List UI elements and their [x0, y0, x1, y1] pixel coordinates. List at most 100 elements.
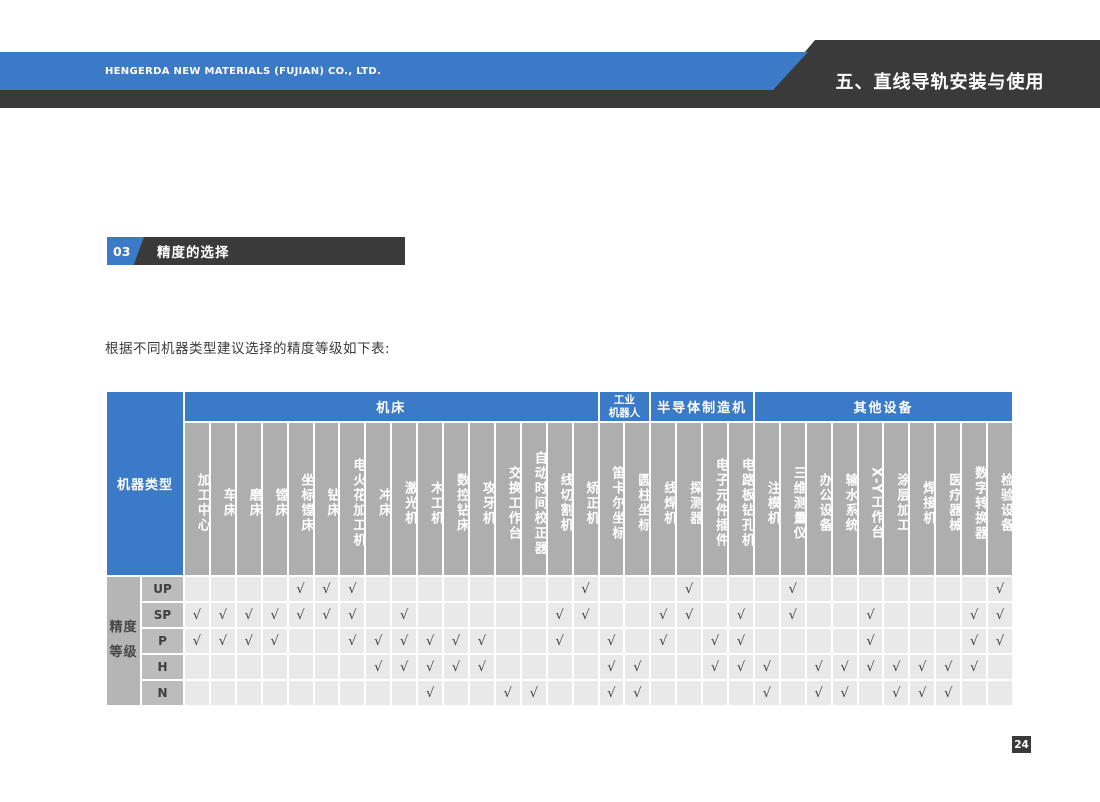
- check-cell: [703, 603, 728, 627]
- check-cell: √: [729, 603, 753, 627]
- company-banner: HENGERDA NEW MATERIALS (FUJIAN) CO., LTD…: [0, 52, 808, 90]
- column-header-cell: 加工中心: [185, 423, 210, 575]
- check-cell: [988, 681, 1012, 705]
- check-cell: [521, 629, 546, 653]
- check-cell: [288, 629, 313, 653]
- check-cell: [599, 577, 624, 601]
- column-header-cell: 矫正机: [573, 423, 599, 575]
- check-cell: √: [677, 577, 702, 601]
- check-cell: √: [780, 577, 805, 601]
- check-cell: [573, 681, 598, 705]
- check-cell: [729, 681, 753, 705]
- check-cell: [210, 655, 235, 679]
- check-cell: √: [340, 577, 365, 601]
- check-cell: √: [418, 681, 443, 705]
- check-cell: √: [236, 603, 261, 627]
- check-cell: √: [599, 681, 624, 705]
- check-cell: [495, 655, 520, 679]
- check-cell: [314, 655, 339, 679]
- check-cell: [366, 577, 391, 601]
- check-cell: [469, 603, 494, 627]
- check-cell: [988, 655, 1012, 679]
- check-cell: √: [185, 603, 209, 627]
- check-cell: [547, 681, 572, 705]
- column-header-cell: 三维测量仪: [780, 423, 806, 575]
- check-cell: √: [780, 603, 805, 627]
- check-cell: [495, 603, 520, 627]
- check-cell: [754, 577, 779, 601]
- group-header-cell: 其他设备: [754, 392, 1012, 421]
- check-cell: [962, 681, 987, 705]
- check-cell: √: [651, 603, 676, 627]
- check-cell: √: [210, 629, 235, 653]
- check-cell: [392, 577, 417, 601]
- check-cell: [469, 681, 494, 705]
- check-cell: √: [832, 681, 857, 705]
- check-cell: √: [573, 577, 598, 601]
- check-cell: [236, 577, 261, 601]
- check-cell: √: [314, 577, 339, 601]
- column-header-cell: 交换工作台: [495, 423, 521, 575]
- page-number: 24: [1012, 736, 1031, 753]
- check-cell: √: [703, 629, 728, 653]
- check-cell: [547, 655, 572, 679]
- check-cell: √: [262, 629, 287, 653]
- grade-cell: SP: [142, 603, 183, 627]
- grade-cell: UP: [142, 577, 183, 601]
- check-cell: [703, 681, 728, 705]
- check-cell: [418, 577, 443, 601]
- check-cell: [651, 577, 676, 601]
- check-cell: √: [573, 603, 598, 627]
- check-cell: [236, 681, 261, 705]
- check-cell: [521, 655, 546, 679]
- column-header-cell: 数字转换器: [962, 423, 987, 575]
- precision-grade-rowgroup-cell: 精度 等级: [107, 577, 140, 705]
- check-cell: [625, 629, 650, 653]
- column-header-cell: 车床: [210, 423, 236, 575]
- check-cell: [288, 681, 313, 705]
- check-cell: [677, 629, 702, 653]
- check-cell: [806, 603, 831, 627]
- check-cell: [599, 603, 624, 627]
- check-cell: [625, 577, 650, 601]
- grade-cell: P: [142, 629, 183, 653]
- check-cell: [832, 577, 857, 601]
- check-cell: [185, 681, 209, 705]
- check-cell: [884, 603, 909, 627]
- company-name: HENGERDA NEW MATERIALS (FUJIAN) CO., LTD…: [105, 65, 382, 77]
- check-cell: [936, 577, 961, 601]
- check-cell: [651, 655, 676, 679]
- check-cell: √: [625, 681, 650, 705]
- check-cell: [729, 577, 753, 601]
- check-cell: √: [832, 655, 857, 679]
- column-header-cell: 电火花加工机: [340, 423, 365, 575]
- machine-type-corner-cell: 机器类型: [107, 392, 183, 575]
- check-cell: √: [884, 655, 909, 679]
- check-cell: [832, 629, 857, 653]
- check-cell: √: [521, 681, 546, 705]
- group-header-cell: 工业 机器人: [599, 392, 650, 421]
- check-cell: √: [547, 629, 572, 653]
- check-cell: [262, 681, 287, 705]
- check-cell: √: [366, 655, 391, 679]
- column-header-cell: 冲床: [366, 423, 391, 575]
- check-cell: [806, 577, 831, 601]
- check-cell: √: [418, 629, 443, 653]
- check-cell: √: [469, 629, 494, 653]
- check-cell: √: [340, 603, 365, 627]
- check-cell: [262, 655, 287, 679]
- check-cell: [858, 577, 883, 601]
- check-cell: √: [962, 629, 987, 653]
- check-cell: [573, 655, 598, 679]
- column-header-cell: 线切割机: [547, 423, 573, 575]
- check-cell: [754, 629, 779, 653]
- section-title: 精度的选择: [157, 245, 230, 261]
- check-cell: √: [599, 629, 624, 653]
- header-divider-bar: [0, 90, 1100, 108]
- check-cell: √: [444, 655, 468, 679]
- check-cell: √: [754, 681, 779, 705]
- check-cell: [547, 577, 572, 601]
- column-header-cell: 涂层加工: [884, 423, 909, 575]
- check-cell: √: [988, 629, 1012, 653]
- check-cell: [418, 603, 443, 627]
